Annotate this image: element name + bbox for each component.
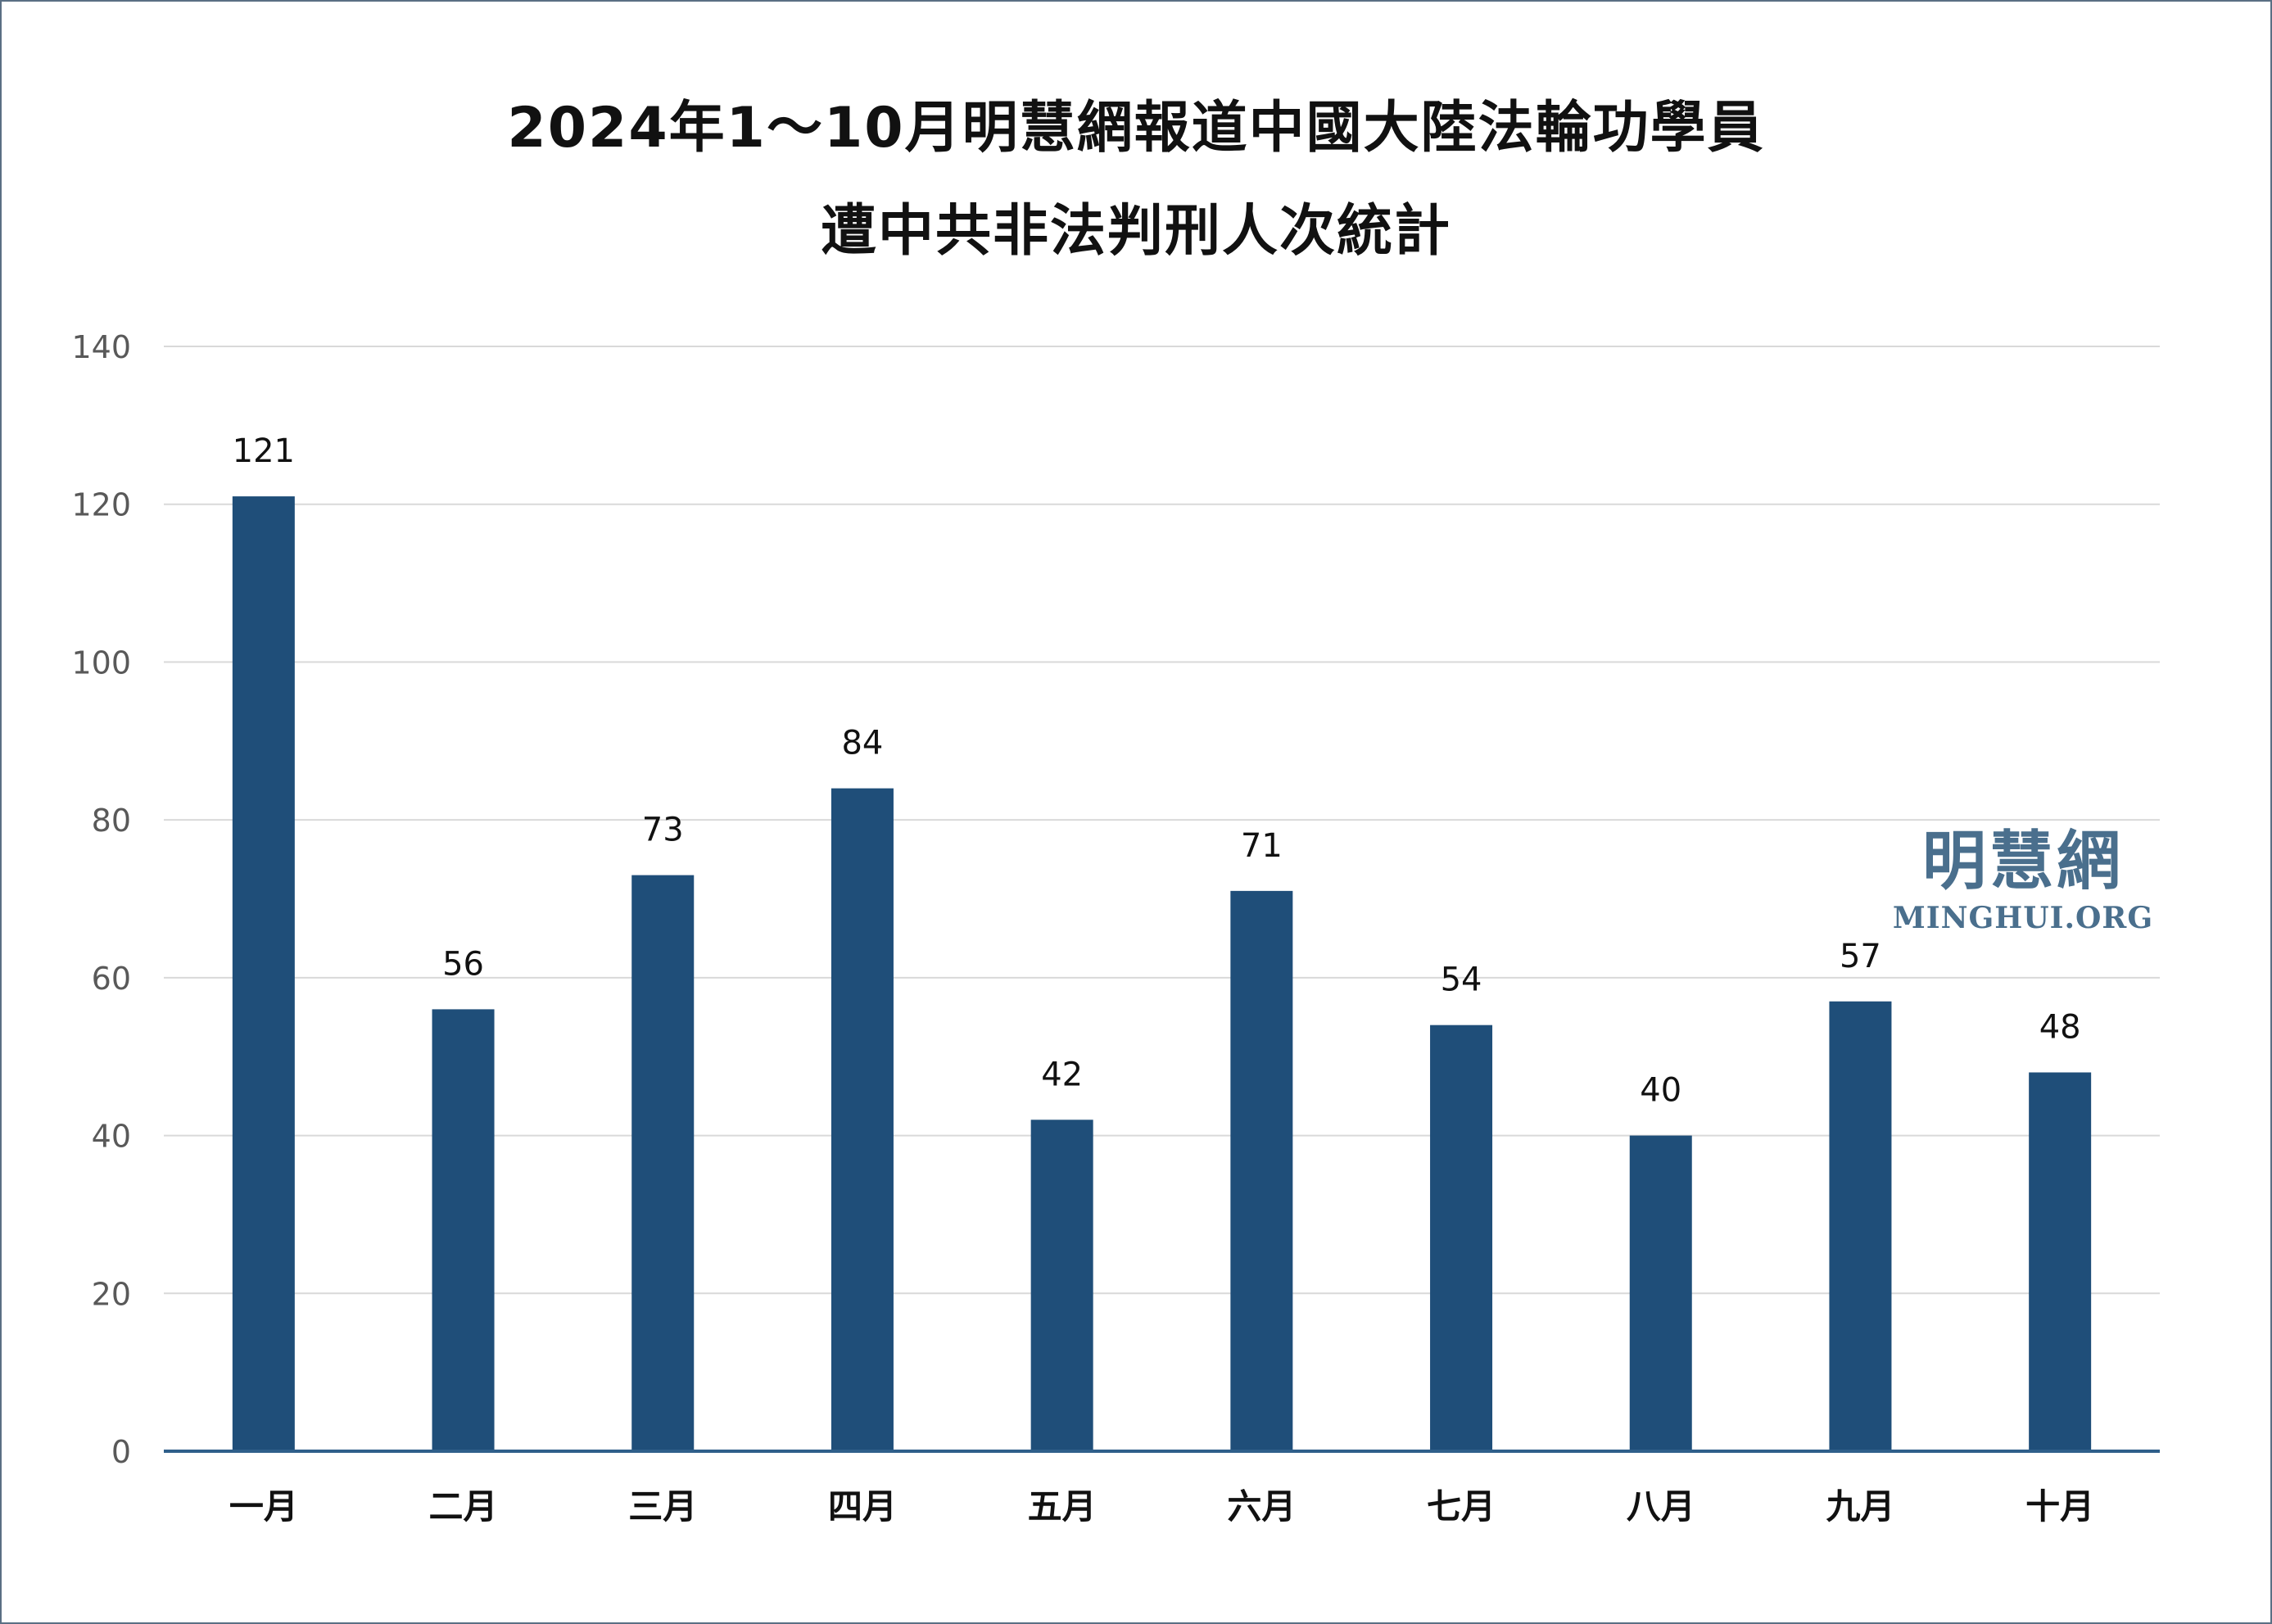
data-label: 42 xyxy=(1041,1056,1083,1093)
bar xyxy=(2029,1072,2092,1451)
data-label: 121 xyxy=(233,432,295,470)
data-label: 71 xyxy=(1241,827,1283,865)
bar xyxy=(1430,1025,1493,1451)
data-label: 56 xyxy=(442,945,484,983)
bar xyxy=(432,1009,495,1451)
data-label: 73 xyxy=(642,812,684,849)
x-tick-label: 八月 xyxy=(1627,1486,1695,1527)
x-tick-label: 七月 xyxy=(1427,1486,1496,1527)
data-label: 54 xyxy=(1441,961,1482,999)
chart-title: 2024年1～10月明慧網報道中國大陸法輪功學員 xyxy=(507,96,1765,161)
x-tick-label: 十月 xyxy=(2025,1486,2094,1527)
data-label: 48 xyxy=(2039,1008,2081,1046)
bar xyxy=(1629,1135,1692,1451)
watermark-name: 明慧網 xyxy=(1921,825,2124,898)
bar xyxy=(1829,1001,1892,1451)
bar xyxy=(1230,890,1293,1451)
x-tick-label: 九月 xyxy=(1826,1486,1894,1527)
watermark-url: MINGHUI.ORG xyxy=(1892,900,2154,935)
chart-subtitle: 遭中共非法判刑人次統計 xyxy=(820,199,1451,264)
y-tick-label: 0 xyxy=(111,1434,131,1470)
y-tick-label: 60 xyxy=(92,961,131,997)
x-tick-label: 三月 xyxy=(628,1486,697,1527)
y-tick-label: 80 xyxy=(92,803,131,839)
minghui-watermark: 明慧網 MINGHUI.ORG xyxy=(1884,825,2162,935)
data-label: 84 xyxy=(841,725,883,762)
y-tick-label: 40 xyxy=(92,1119,131,1155)
x-tick-label: 一月 xyxy=(229,1486,298,1527)
bar xyxy=(232,496,295,1451)
y-tick-label: 120 xyxy=(71,487,131,523)
y-tick-label: 100 xyxy=(71,645,131,681)
y-tick-label: 140 xyxy=(71,329,131,365)
data-label: 57 xyxy=(1840,938,1881,975)
bar xyxy=(631,875,695,1451)
bar xyxy=(831,788,894,1451)
data-label: 40 xyxy=(1640,1072,1681,1110)
bar xyxy=(1030,1120,1093,1451)
x-tick-label: 二月 xyxy=(429,1486,498,1527)
x-tick-label: 六月 xyxy=(1227,1486,1296,1527)
x-tick-label: 四月 xyxy=(828,1486,897,1527)
y-tick-label: 20 xyxy=(92,1276,131,1312)
x-tick-label: 五月 xyxy=(1028,1486,1097,1527)
